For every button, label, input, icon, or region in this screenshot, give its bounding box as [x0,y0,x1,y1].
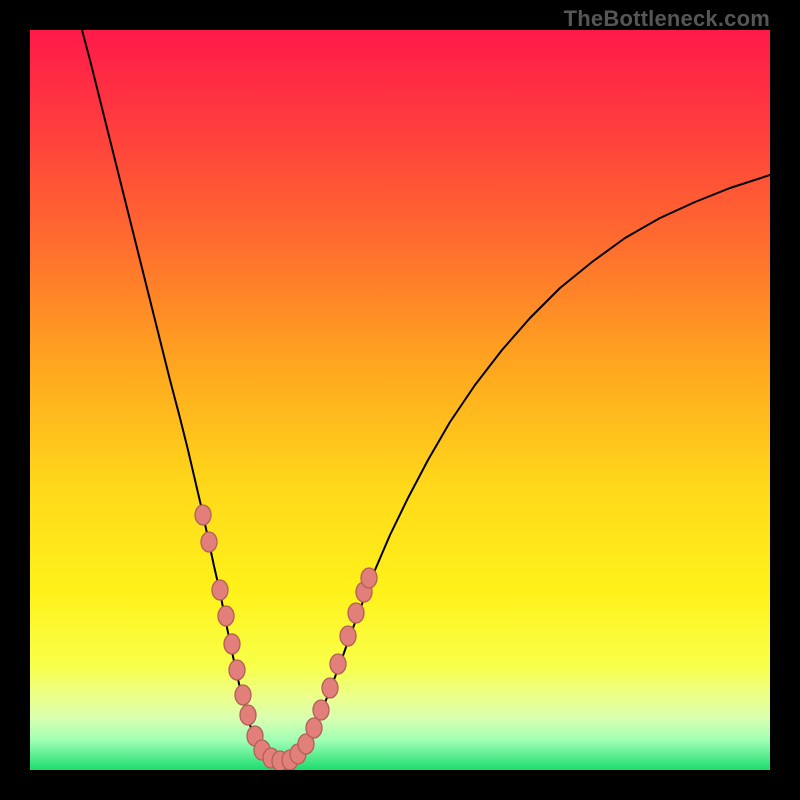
marker-point [229,660,245,680]
marker-point [340,626,356,646]
marker-point [348,603,364,623]
marker-point [212,580,228,600]
plot-background [30,30,770,770]
marker-point [224,634,240,654]
marker-point [322,678,338,698]
chart-frame: TheBottleneck.com [0,0,800,800]
chart-plot [30,30,770,770]
marker-point [195,505,211,525]
marker-point [201,532,217,552]
marker-point [240,705,256,725]
marker-point [361,568,377,588]
marker-point [235,685,251,705]
marker-point [306,718,322,738]
marker-point [313,700,329,720]
marker-point [330,654,346,674]
marker-point [218,606,234,626]
watermark-text: TheBottleneck.com [564,6,770,32]
